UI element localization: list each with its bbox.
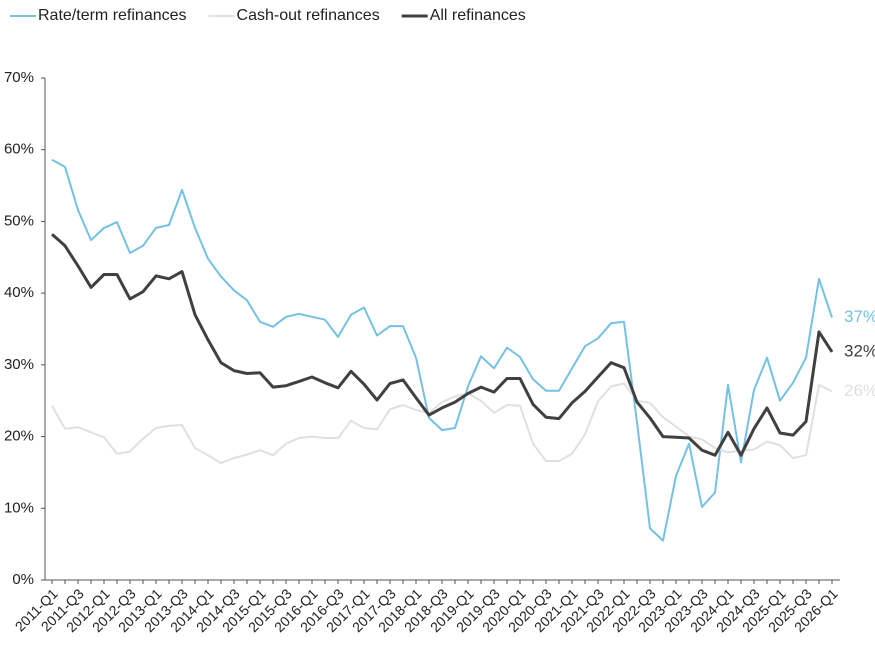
y-tick-label: 70% <box>4 69 34 86</box>
legend-label: Cash-out refinances <box>237 7 380 24</box>
value-label: 32% <box>844 341 875 360</box>
y-tick-label: 50% <box>4 212 34 229</box>
y-tick-label: 10% <box>4 499 34 516</box>
y-tick-label: 0% <box>12 571 34 588</box>
y-tick-label: 20% <box>4 428 34 445</box>
series-line <box>51 382 833 465</box>
series-line <box>51 158 833 542</box>
series-line <box>51 233 834 457</box>
value-label: 26% <box>844 381 875 400</box>
y-tick-label: 40% <box>4 284 34 301</box>
legend-label: All refinances <box>430 7 526 24</box>
y-tick-label: 30% <box>4 356 34 373</box>
y-tick-label: 60% <box>4 141 34 158</box>
value-label: 37% <box>844 307 875 326</box>
legend-label: Rate/term refinances <box>38 7 187 24</box>
